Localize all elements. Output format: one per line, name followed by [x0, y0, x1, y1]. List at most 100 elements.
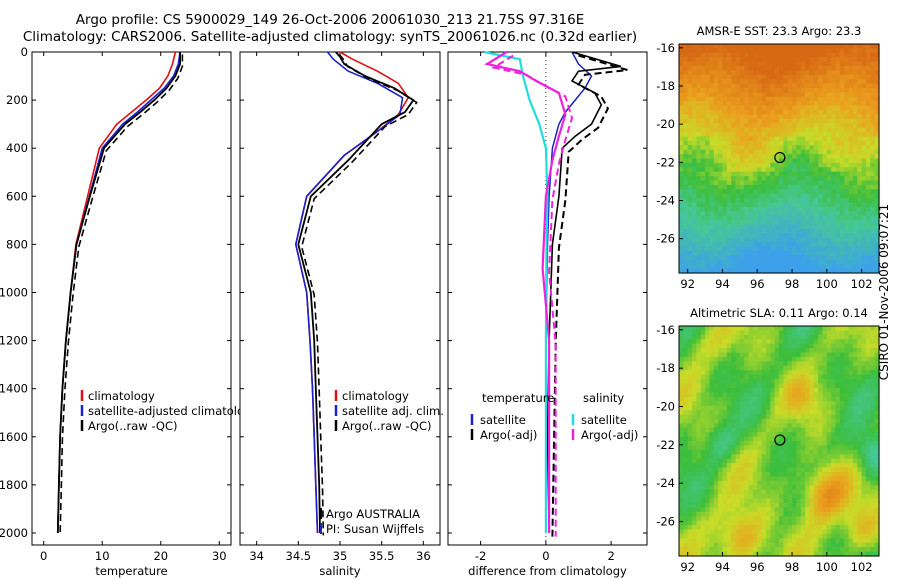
map-cell — [748, 489, 754, 495]
map-cell — [679, 44, 684, 49]
map-cell — [709, 365, 715, 371]
map-cell — [752, 140, 758, 146]
map-cell — [783, 171, 789, 177]
map-cell — [857, 454, 863, 460]
map-cell — [770, 547, 776, 553]
map-cell — [735, 74, 741, 80]
map-cell — [839, 118, 845, 124]
map-cell — [783, 405, 789, 411]
map-cell — [800, 498, 806, 504]
map-cell — [813, 339, 819, 345]
map-cell — [800, 410, 806, 416]
map-cell — [700, 228, 706, 234]
map-cell — [818, 224, 824, 230]
map-cell — [692, 361, 697, 367]
map-cell — [696, 184, 702, 190]
map-cell — [787, 326, 793, 332]
map-cell — [770, 268, 776, 274]
map-cell — [709, 379, 715, 385]
map-cell — [831, 101, 837, 107]
map-cell — [752, 61, 758, 67]
map-cell — [731, 79, 737, 85]
map-cell — [874, 396, 880, 402]
map-cell — [783, 114, 789, 120]
map-cell — [757, 361, 763, 367]
map-cell — [705, 330, 711, 336]
map-cell — [744, 233, 750, 239]
map-cell — [852, 162, 858, 168]
map-cell — [774, 480, 780, 486]
map-cell — [718, 489, 724, 495]
map-cell — [870, 127, 876, 133]
map-cell — [844, 485, 850, 491]
map-cell — [739, 158, 745, 164]
map-cell — [770, 66, 776, 72]
map-cell — [792, 101, 797, 107]
map-cell — [700, 476, 706, 482]
map-cell — [779, 401, 784, 407]
map-cell — [696, 96, 702, 102]
map-cell — [722, 401, 728, 407]
map-cell — [835, 158, 841, 164]
map-cell — [800, 171, 806, 177]
map-cell — [796, 423, 802, 429]
map-cell — [818, 264, 824, 270]
map-cell — [770, 374, 776, 380]
map-cell — [809, 339, 815, 345]
map-cell — [705, 533, 711, 539]
map-cell — [874, 427, 880, 433]
map-cell — [874, 489, 880, 495]
map-cell — [761, 228, 767, 234]
map-cell — [700, 176, 706, 182]
map-cell — [770, 449, 776, 455]
map-cell — [865, 184, 871, 190]
map-cell — [805, 365, 811, 371]
map-cell — [861, 167, 867, 173]
map-cell — [700, 418, 706, 424]
map-cell — [826, 92, 832, 98]
map-cell — [831, 551, 837, 557]
map-cell — [831, 136, 837, 142]
map-cell — [687, 224, 693, 230]
map-cell — [861, 365, 867, 371]
map-cell — [696, 237, 702, 243]
map-cell — [800, 401, 806, 407]
map-cell — [861, 529, 867, 535]
map-cell — [852, 206, 858, 212]
map-cell — [861, 83, 867, 89]
map-cell — [709, 198, 715, 204]
map-cell — [683, 110, 689, 116]
map-cell — [683, 405, 689, 411]
map-cell — [757, 542, 763, 548]
map-cell — [752, 83, 758, 89]
map-cell — [865, 551, 871, 557]
map-cell — [752, 405, 758, 411]
map-cell — [792, 83, 797, 89]
map-cell — [870, 463, 876, 469]
map-cell — [870, 66, 876, 72]
map-cell — [783, 436, 789, 442]
map-cell — [722, 547, 728, 553]
map-cell — [692, 538, 697, 544]
map-cell — [783, 132, 789, 138]
map-cell — [765, 237, 771, 243]
map-cell — [722, 145, 728, 151]
map-cell — [718, 132, 724, 138]
map-cell — [722, 206, 728, 212]
map-cell — [718, 44, 724, 49]
map-cell — [687, 471, 693, 477]
map-cell — [683, 498, 689, 504]
map-cell — [739, 330, 745, 336]
map-cell — [809, 542, 815, 548]
map-cell — [696, 246, 702, 252]
map-cell — [770, 542, 776, 548]
map-cell — [865, 547, 871, 553]
map-cell — [822, 233, 828, 239]
map-cell — [726, 498, 732, 504]
map-cell — [852, 259, 858, 265]
map-cell — [726, 145, 732, 151]
map-cell — [848, 339, 854, 345]
map-cell — [865, 449, 871, 455]
map-cell — [687, 427, 693, 433]
map-cell — [818, 211, 824, 217]
